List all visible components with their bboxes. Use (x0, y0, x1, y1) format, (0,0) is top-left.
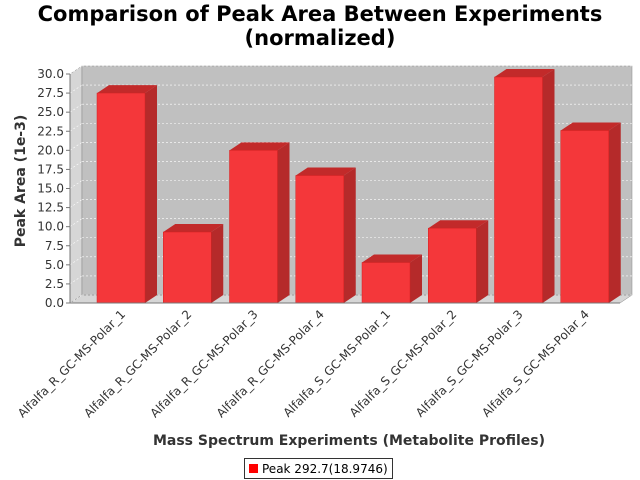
y-tick-label: 5.0 (45, 258, 64, 272)
gridlines (69, 65, 632, 304)
gridline-wall (69, 161, 83, 170)
bar (229, 142, 290, 304)
bars (96, 69, 621, 304)
bar (494, 69, 555, 304)
bar (295, 167, 356, 304)
bar-top (295, 167, 356, 176)
bar-side (410, 254, 422, 303)
bar-top (428, 220, 489, 229)
y-tick-label: 7.5 (45, 239, 64, 253)
y-tick-label: 30.0 (37, 67, 64, 81)
y-axis-title: Peak Area (1e-3) (13, 115, 29, 248)
y-tick-label: 10.0 (37, 220, 64, 234)
x-tick-label: Alfalfa_S_GC-MS-Polar_2 (347, 307, 460, 420)
x-tick-label: Alfalfa_R_GC-MS-Polar_4 (214, 307, 327, 420)
bar-side (476, 220, 489, 303)
bar-front (361, 262, 411, 304)
y-tick-label: 17.5 (37, 162, 64, 176)
gridline-wall (69, 294, 83, 304)
x-tick-label: Alfalfa_R_GC-MS-Polar_2 (81, 307, 194, 420)
gridline-wall (69, 218, 83, 227)
gridline-wall (69, 237, 83, 246)
x-tick-label: Alfalfa_S_GC-MS-Polar_1 (280, 307, 393, 420)
gridline-wall (69, 180, 83, 189)
bar-front (96, 92, 146, 304)
bar-top (163, 224, 224, 233)
bar-side (608, 122, 621, 303)
y-tick-label: 0.0 (45, 296, 64, 310)
x-tick-label: Alfalfa_R_GC-MS-Polar_3 (147, 307, 260, 420)
legend: Peak 292.7(18.9746) (244, 458, 393, 479)
gridline-wall (69, 199, 83, 208)
y-tick-label: 20.0 (37, 143, 64, 157)
x-tick-label: Alfalfa_R_GC-MS-Polar_1 (15, 307, 128, 420)
bar-front (163, 231, 212, 304)
bar-side (277, 142, 290, 303)
gridline-wall (69, 65, 83, 75)
y-tick-label: 15.0 (37, 182, 64, 196)
bar-front (494, 76, 543, 304)
axes (66, 73, 620, 304)
bar (361, 254, 422, 304)
bar-front (229, 150, 278, 304)
bar-side (343, 167, 356, 303)
bar (560, 122, 621, 304)
y-tick-label: 2.5 (45, 277, 64, 291)
bar (163, 224, 224, 304)
bar-side (145, 85, 157, 303)
y-tick-label: 22.5 (37, 124, 64, 138)
legend-swatch (249, 464, 258, 473)
gridline-wall (69, 103, 83, 113)
legend-label: Peak 292.7(18.9746) (262, 461, 388, 476)
x-tick-label: Alfalfa_S_GC-MS-Polar_4 (479, 307, 592, 420)
bar (428, 220, 489, 304)
bar-front (560, 130, 609, 304)
bar-top (97, 85, 157, 94)
chart-title: Comparison of Peak Area Between Experime… (0, 2, 640, 50)
chart-title-line1: Comparison of Peak Area Between Experime… (37, 2, 603, 26)
x-axis-title: Mass Spectrum Experiments (Metabolite Pr… (153, 433, 545, 449)
y-tick-label: 12.5 (37, 201, 64, 215)
x-tick-label: Alfalfa_S_GC-MS-Polar_3 (413, 307, 526, 420)
y-tick-label: 27.5 (37, 86, 64, 100)
gridline-wall (69, 256, 83, 266)
gridline-wall (69, 275, 83, 285)
bar (96, 85, 157, 304)
y-tick-label: 25.0 (37, 105, 64, 119)
bar-top (494, 69, 555, 78)
bar-side (211, 224, 224, 303)
gridline-wall (69, 84, 83, 94)
bar-side (542, 69, 555, 303)
x-tick-labels: Alfalfa_R_GC-MS-Polar_1Alfalfa_R_GC-MS-P… (15, 307, 592, 420)
left-wall (69, 65, 83, 304)
gridline-wall (69, 142, 83, 151)
chart-title-line2: (normalized) (244, 26, 396, 50)
bar-top (362, 254, 422, 263)
bar-top (560, 122, 621, 131)
bar-front (295, 175, 344, 304)
bar-front (428, 227, 477, 304)
y-tick-labels: 0.0 2.5 5.0 7.5 10.0 12.5 15.0 17.5 20.0 22.5 25.0… (37, 67, 64, 310)
gridline-wall (69, 123, 83, 132)
bar-top (229, 142, 290, 151)
